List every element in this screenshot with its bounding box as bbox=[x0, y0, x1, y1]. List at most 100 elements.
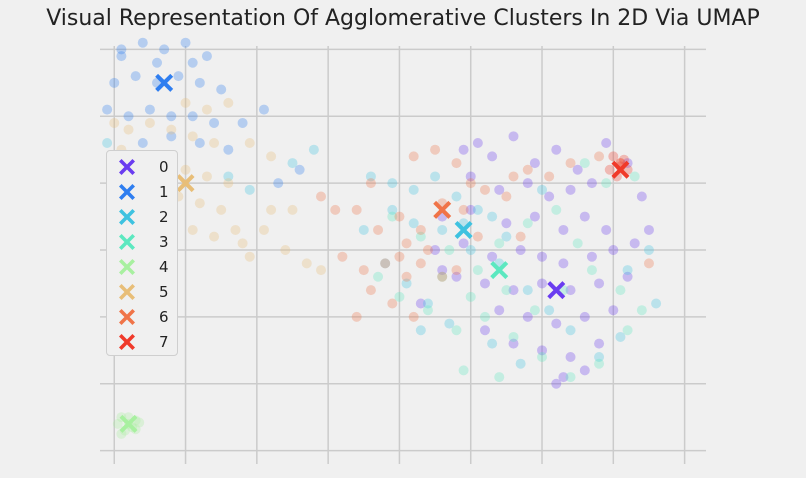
data-point-cluster-3 bbox=[636, 305, 647, 316]
data-point-cluster-3 bbox=[572, 238, 583, 249]
data-point-cluster-0 bbox=[579, 311, 590, 322]
data-point-cluster-0 bbox=[586, 251, 597, 262]
data-point-cluster-0 bbox=[529, 158, 540, 169]
data-point-cluster-5 bbox=[209, 231, 220, 242]
data-point-cluster-7 bbox=[608, 151, 619, 162]
data-point-cluster-3 bbox=[622, 325, 633, 336]
data-point-cluster-0 bbox=[551, 378, 562, 389]
legend-label: 4 bbox=[159, 258, 169, 276]
data-point-cluster-1 bbox=[123, 111, 134, 122]
data-point-cluster-1 bbox=[166, 131, 177, 142]
data-point-cluster-6 bbox=[316, 191, 327, 202]
data-point-cluster-6 bbox=[479, 184, 490, 195]
data-point-cluster-3 bbox=[586, 265, 597, 276]
data-point-cluster-5 bbox=[180, 97, 191, 108]
data-point-cluster-2 bbox=[522, 285, 533, 296]
data-point-cluster-0 bbox=[594, 278, 605, 289]
data-point-cluster-1 bbox=[152, 57, 163, 68]
data-point-cluster-6 bbox=[394, 211, 405, 222]
data-point-cluster-6 bbox=[373, 224, 384, 235]
data-point-cluster-2 bbox=[444, 318, 455, 329]
data-point-cluster-0 bbox=[494, 305, 505, 316]
data-point-cluster-6 bbox=[401, 238, 412, 249]
legend-marker-icon bbox=[119, 259, 135, 275]
data-point-cluster-5 bbox=[230, 224, 241, 235]
data-point-cluster-5 bbox=[201, 171, 212, 182]
data-point-cluster-6 bbox=[515, 231, 526, 242]
data-point-cluster-0 bbox=[522, 178, 533, 189]
data-point-cluster-3 bbox=[479, 311, 490, 322]
data-point-cluster-0 bbox=[622, 271, 633, 282]
data-point-cluster-0 bbox=[501, 218, 512, 229]
data-point-cluster-1 bbox=[130, 71, 141, 82]
data-point-cluster-3 bbox=[387, 211, 398, 222]
data-point-cluster-2 bbox=[544, 305, 555, 316]
data-point-cluster-2 bbox=[244, 184, 255, 195]
data-point-cluster-5 bbox=[180, 164, 191, 175]
legend-marker-icon bbox=[119, 184, 135, 200]
grid-lines bbox=[100, 46, 706, 464]
data-point-cluster-1 bbox=[216, 84, 227, 95]
data-point-cluster-0 bbox=[430, 245, 441, 255]
data-point-cluster-5 bbox=[201, 104, 212, 115]
data-point-cluster-0 bbox=[472, 138, 483, 148]
data-point-cluster-0 bbox=[437, 265, 448, 276]
data-point-cluster-7 bbox=[604, 164, 615, 175]
data-point-cluster-3 bbox=[472, 265, 483, 276]
legend-item-3: 3 bbox=[117, 230, 169, 254]
data-point-cluster-6 bbox=[422, 245, 433, 255]
data-point-cluster-6 bbox=[451, 265, 462, 276]
data-point-cluster-3 bbox=[529, 305, 540, 316]
data-point-cluster-0 bbox=[551, 144, 562, 155]
data-point-cluster-5 bbox=[194, 198, 205, 209]
data-point-cluster-6 bbox=[408, 311, 419, 322]
data-point-cluster-0 bbox=[522, 311, 533, 322]
data-point-cluster-3 bbox=[501, 285, 512, 296]
data-point-cluster-0 bbox=[487, 151, 498, 162]
legend-marker-icon bbox=[119, 309, 135, 325]
data-point-cluster-2 bbox=[651, 298, 662, 309]
data-point-cluster-2 bbox=[437, 224, 448, 235]
data-point-cluster-3 bbox=[551, 204, 562, 215]
data-point-cluster-1 bbox=[166, 111, 177, 122]
legend-label: 2 bbox=[159, 208, 169, 226]
chart-title: Visual Representation Of Agglomerative C… bbox=[46, 6, 760, 31]
data-point-cluster-2 bbox=[287, 158, 298, 169]
data-point-cluster-6 bbox=[351, 311, 362, 322]
legend-label: 0 bbox=[159, 158, 169, 176]
data-point-cluster-0 bbox=[608, 245, 619, 255]
data-point-cluster-5 bbox=[258, 224, 269, 235]
legend-label: 6 bbox=[159, 308, 169, 326]
centroid-markers bbox=[119, 73, 630, 433]
data-point-cluster-5 bbox=[216, 204, 227, 215]
data-point-cluster-1 bbox=[116, 44, 127, 55]
data-point-cluster-5 bbox=[209, 138, 220, 148]
data-point-cluster-2 bbox=[472, 204, 483, 215]
data-point-cluster-0 bbox=[558, 372, 569, 383]
data-point-cluster-6 bbox=[501, 191, 512, 202]
data-point-cluster-5 bbox=[237, 238, 248, 249]
data-point-cluster-0 bbox=[544, 191, 555, 202]
data-point-cluster-2 bbox=[594, 352, 605, 362]
data-point-cluster-3 bbox=[565, 372, 576, 383]
data-point-cluster-6 bbox=[594, 151, 605, 162]
data-point-cluster-2 bbox=[451, 191, 462, 202]
data-point-cluster-1 bbox=[201, 51, 212, 62]
data-point-cluster-0 bbox=[458, 144, 469, 155]
data-point-cluster-5 bbox=[244, 138, 255, 148]
legend-label: 1 bbox=[159, 183, 169, 201]
data-point-cluster-3 bbox=[594, 358, 605, 369]
data-point-cluster-2 bbox=[365, 171, 376, 182]
data-point-cluster-0 bbox=[529, 211, 540, 222]
data-point-cluster-2 bbox=[408, 184, 419, 195]
data-point-cluster-3 bbox=[451, 325, 462, 336]
data-point-cluster-6 bbox=[401, 271, 412, 282]
data-point-cluster-1 bbox=[144, 104, 155, 115]
data-point-cluster-6 bbox=[330, 204, 341, 215]
data-point-cluster-1 bbox=[223, 144, 234, 155]
data-point-cluster-0 bbox=[508, 285, 519, 296]
data-point-cluster-1 bbox=[173, 71, 184, 82]
legend-label: 5 bbox=[159, 283, 169, 301]
data-point-cluster-1 bbox=[180, 37, 191, 48]
